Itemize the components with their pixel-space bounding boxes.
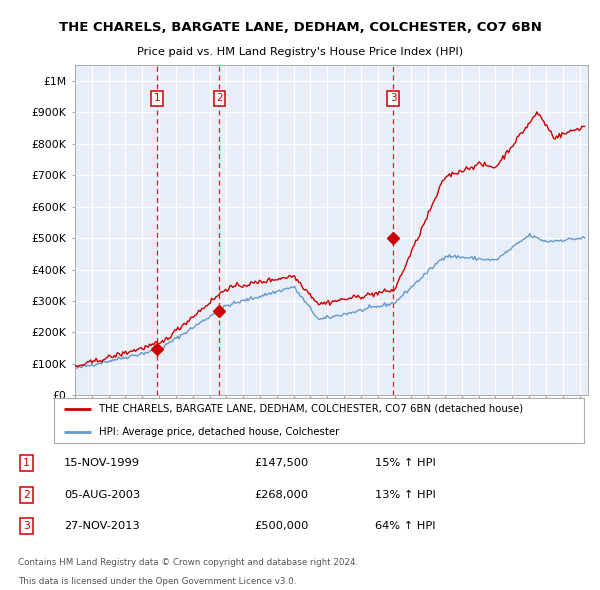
FancyBboxPatch shape [53,398,584,443]
Text: 13% ↑ HPI: 13% ↑ HPI [375,490,436,500]
Text: £268,000: £268,000 [254,490,308,500]
Text: 27-NOV-2013: 27-NOV-2013 [64,521,140,531]
Text: 3: 3 [390,93,397,103]
Text: 2: 2 [216,93,223,103]
Text: Price paid vs. HM Land Registry's House Price Index (HPI): Price paid vs. HM Land Registry's House … [137,47,463,57]
Text: 15% ↑ HPI: 15% ↑ HPI [375,458,436,468]
Text: This data is licensed under the Open Government Licence v3.0.: This data is licensed under the Open Gov… [18,577,296,586]
Text: THE CHARELS, BARGATE LANE, DEDHAM, COLCHESTER, CO7 6BN (detached house): THE CHARELS, BARGATE LANE, DEDHAM, COLCH… [100,404,524,414]
Text: £500,000: £500,000 [254,521,308,531]
Text: 15-NOV-1999: 15-NOV-1999 [64,458,140,468]
Text: 1: 1 [154,93,160,103]
Text: 05-AUG-2003: 05-AUG-2003 [64,490,140,500]
Text: 1: 1 [23,458,30,468]
Text: 64% ↑ HPI: 64% ↑ HPI [375,521,436,531]
Text: 2: 2 [23,490,30,500]
Text: 3: 3 [23,521,30,531]
Text: £147,500: £147,500 [254,458,308,468]
Text: HPI: Average price, detached house, Colchester: HPI: Average price, detached house, Colc… [100,427,340,437]
Text: THE CHARELS, BARGATE LANE, DEDHAM, COLCHESTER, CO7 6BN: THE CHARELS, BARGATE LANE, DEDHAM, COLCH… [59,21,541,34]
Text: Contains HM Land Registry data © Crown copyright and database right 2024.: Contains HM Land Registry data © Crown c… [18,558,358,567]
